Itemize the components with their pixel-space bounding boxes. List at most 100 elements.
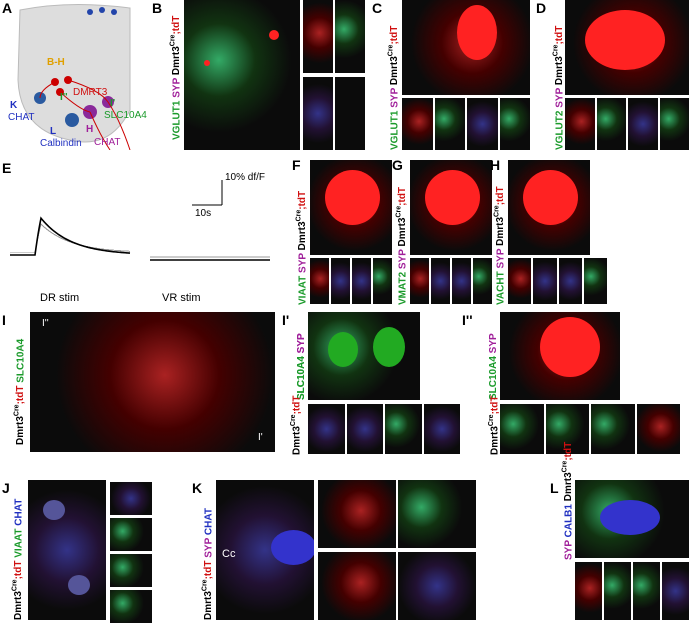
genotype-sup: Cre: [202, 579, 209, 592]
scale-label: 10% df/F: [225, 172, 266, 183]
genotype: Dmrt3Cre;tdT: [170, 16, 182, 75]
stain: CHAT: [203, 508, 215, 536]
genotype-base: Dmrt3: [489, 426, 501, 455]
genotype-sup: Cre: [170, 34, 177, 47]
genotype-rest: ;tdT: [489, 395, 501, 415]
channel-label: VGLUT2 SYP Dmrt3Cre;tdT: [553, 26, 565, 150]
label: CHAT: [94, 137, 121, 148]
cell: [425, 170, 480, 225]
inset: [398, 480, 476, 548]
inset: [499, 98, 530, 150]
panel-letter: I'': [462, 312, 473, 328]
genotype: Dmrt3Cre;tdT: [396, 186, 409, 246]
genotype-rest: ;tdT: [554, 25, 566, 45]
cell: [600, 500, 660, 535]
micrograph: [308, 312, 420, 400]
trace: [10, 223, 270, 258]
inset: [604, 562, 631, 620]
genotype-rest: ;tdT: [13, 560, 25, 580]
label: L: [50, 126, 57, 137]
inset: [565, 98, 595, 150]
genotype-base: Dmrt3: [13, 591, 25, 620]
panel-letter: I': [282, 312, 290, 328]
genotype-base: Dmrt3: [389, 56, 401, 86]
inset: [558, 258, 582, 304]
inset: [398, 552, 476, 620]
trace: [10, 223, 270, 258]
stain: SYP: [297, 253, 309, 273]
genotype-sup: Cre: [494, 205, 501, 217]
label: H: [86, 124, 94, 135]
inset: [423, 404, 460, 454]
inset: [467, 98, 498, 150]
genotype-sup: Cre: [488, 414, 495, 427]
stain: VACHT: [495, 271, 507, 305]
region-label: Cc: [222, 548, 236, 560]
inset: [410, 258, 429, 304]
inset: [335, 0, 365, 73]
trace: [10, 223, 270, 258]
inset: [346, 404, 383, 454]
inset: [402, 98, 433, 150]
channel-label: SYP CALB1 Dmrt3Cre;tdT: [562, 442, 574, 560]
trace: [10, 223, 270, 258]
stain: CALB1: [563, 504, 575, 538]
genotype-sup: Cre: [553, 44, 560, 57]
genotype: Dmrt3Cre;tdT: [12, 558, 25, 620]
genotype-base: Dmrt3: [297, 221, 309, 251]
micrograph: [402, 0, 530, 95]
scale-label: 10s: [195, 208, 212, 219]
genotype-rest: ;tdT: [389, 25, 401, 45]
inset: [591, 404, 635, 454]
inset: [473, 258, 492, 304]
stain: SYP: [389, 87, 401, 108]
genotype: Dmrt3Cre;tdT: [388, 25, 401, 86]
micrograph: [500, 312, 620, 400]
stain: SLC10A4: [296, 356, 307, 400]
panel-letter: E: [2, 160, 12, 176]
panel-letter: I: [2, 312, 6, 328]
channel-label: VGLUT1 SYP Dmrt3Cre;tdT: [170, 16, 182, 140]
inset: [662, 562, 689, 620]
inset: [508, 258, 532, 304]
panel-letter: F: [292, 157, 301, 173]
panel-letter: D: [536, 0, 547, 16]
stain: SYP: [563, 540, 575, 560]
channel-label: Dmrt3Cre;tdT SLC10A4: [14, 339, 26, 445]
schematic: [17, 3, 131, 150]
trace: [10, 223, 270, 258]
genotype-base: Dmrt3: [563, 472, 575, 502]
micrograph: [410, 160, 492, 255]
inset: [310, 258, 329, 304]
genotype-rest: ;tdT: [495, 186, 507, 206]
channel-label: Dmrt3Cre;tdT SYP CHAT: [202, 508, 214, 620]
genotype-base: Dmrt3: [203, 591, 215, 620]
cell: [271, 530, 314, 565]
stain: VMAT2: [397, 271, 409, 305]
inset: [583, 258, 607, 304]
stain: VGLUT1: [171, 100, 183, 140]
genotype-sup: Cre: [396, 205, 403, 218]
panel-letter: L: [550, 480, 559, 496]
cell: [43, 500, 65, 520]
genotype-base: Dmrt3: [495, 216, 507, 246]
trace: [10, 223, 270, 258]
genotype-sup: Cre: [388, 44, 395, 57]
panel-letter: K: [192, 480, 203, 496]
genotype: Dmrt3Cre;tdT: [553, 25, 566, 85]
genotype-rest: ;tdT: [563, 441, 575, 461]
panel-letter: A: [2, 0, 13, 16]
genotype-rest: ;tdT: [397, 186, 409, 206]
micrograph: [508, 160, 590, 255]
stain: CHAT: [13, 498, 25, 526]
trace: [10, 223, 270, 258]
genotype: Dmrt3Cre;tdT: [14, 383, 26, 445]
inset: [533, 258, 557, 304]
inset: [575, 562, 602, 620]
micrograph: [565, 0, 689, 95]
inset: [318, 480, 396, 548]
channel-label: Dmrt3Cre;tdT: [488, 396, 500, 455]
genotype-sup: Cre: [562, 460, 569, 473]
trace: [10, 223, 270, 258]
